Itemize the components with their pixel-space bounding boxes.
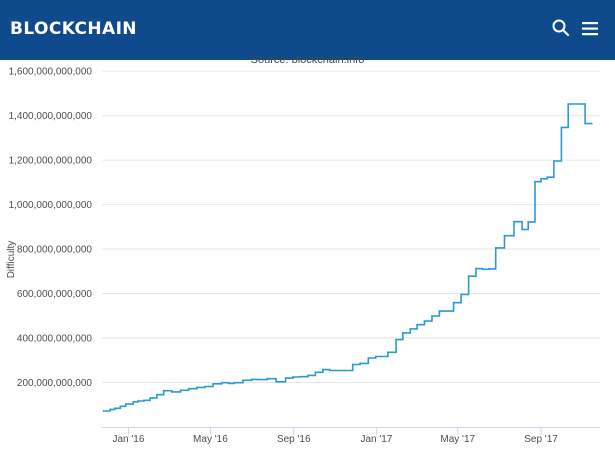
source-note: Source: blockchain.info (250, 54, 365, 66)
data-point (314, 371, 317, 374)
data-point (143, 399, 145, 402)
data-point (257, 378, 259, 381)
y-tick-label: 600,000,000,000 (17, 289, 93, 300)
axes (102, 427, 600, 435)
data-point (540, 177, 542, 180)
data-point (336, 369, 339, 372)
x-tick-label: May '17 (440, 434, 475, 445)
data-point (204, 385, 206, 388)
data-point (467, 275, 470, 277)
data-point (124, 403, 127, 405)
y-tick-label: 1,400,000,000,000 (9, 111, 93, 122)
data-point (250, 378, 253, 381)
data-point (513, 220, 515, 223)
data-point (299, 375, 301, 378)
y-tick-label: 400,000,000,000 (17, 334, 93, 345)
search-icon[interactable] (551, 18, 571, 38)
data-point (503, 234, 506, 237)
data-point (445, 310, 447, 312)
data-point (328, 369, 331, 372)
data-point (351, 363, 354, 366)
data-point (156, 393, 158, 396)
data-point (521, 228, 523, 231)
data-point (569, 103, 571, 105)
data-point (233, 381, 235, 384)
data-point (553, 160, 555, 162)
series-layer (102, 103, 593, 412)
data-point (149, 397, 151, 399)
data-point (591, 122, 593, 125)
x-tick-label: May '16 (193, 434, 228, 445)
data-point (460, 293, 462, 296)
data-point (438, 310, 441, 312)
data-point (102, 410, 105, 412)
data-point (416, 323, 418, 326)
data-point (577, 103, 580, 105)
data-point (374, 355, 377, 358)
x-tick-label: Jan '16 (112, 434, 144, 445)
data-point (567, 103, 569, 105)
data-point (292, 376, 294, 378)
data-point (284, 377, 287, 379)
brand-logo[interactable]: BLOCKCHAIN (10, 19, 137, 39)
data-point (560, 126, 563, 129)
data-point (275, 381, 277, 383)
data-point (221, 381, 223, 384)
data-point (534, 180, 536, 183)
data-point (132, 401, 134, 403)
data-point (423, 320, 426, 322)
data-point (409, 328, 412, 330)
x-tick-label: Jan '17 (360, 434, 392, 445)
data-point (322, 368, 324, 371)
data-point (475, 267, 477, 270)
data-point (344, 369, 347, 372)
data-point (359, 362, 361, 365)
data-point (546, 176, 548, 179)
y-tick-label: 1,200,000,000,000 (9, 156, 93, 167)
data-point (481, 268, 483, 271)
difficulty-series-line (103, 103, 592, 412)
data-point (452, 301, 455, 304)
data-point (187, 387, 190, 390)
data-point (137, 400, 139, 402)
data-point (494, 247, 497, 249)
y-tick-label: 800,000,000,000 (17, 245, 93, 256)
data-point (212, 383, 214, 385)
data-point (387, 351, 389, 354)
data-point (114, 407, 116, 410)
difficulty-chart: 200,000,000,000 400,000,000,000 600,000,00… (6, 67, 600, 445)
y-axis-label: Difficulty (6, 241, 17, 279)
x-tick-label: Sep '17 (524, 434, 558, 445)
data-point (162, 389, 165, 392)
data-point (266, 377, 269, 380)
data-point (584, 122, 586, 125)
data-point (488, 268, 490, 270)
data-point (402, 332, 404, 334)
data-point (367, 357, 370, 359)
grid-lines (102, 70, 600, 384)
x-tick-label: Sep '16 (277, 434, 311, 445)
data-point (380, 355, 382, 358)
y-tick-label: 1,000,000,000,000 (9, 200, 93, 211)
top-navigation-bar: BLOCKCHAIN (0, 0, 615, 60)
data-point (170, 391, 173, 393)
data-point (395, 338, 397, 341)
y-tick-label: 200,000,000,000 (17, 378, 93, 389)
data-point (109, 408, 111, 411)
data-point (242, 379, 244, 382)
data-point (307, 374, 309, 377)
tick-labels: 200,000,000,000 400,000,000,000 600,000,00… (9, 67, 559, 445)
data-point (179, 389, 182, 392)
data-point (119, 405, 122, 408)
data-point (227, 382, 230, 385)
data-point (196, 386, 198, 389)
hamburger-menu-icon[interactable] (580, 19, 600, 39)
data-point (527, 221, 529, 223)
data-point (431, 315, 433, 317)
y-tick-label: 1,600,000,000,000 (9, 67, 93, 78)
